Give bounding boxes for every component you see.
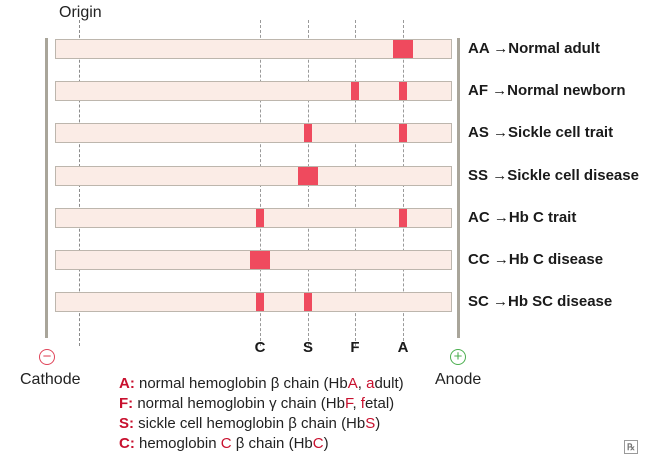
legend-row: C: hemoglobin C β chain (HbC) bbox=[119, 434, 404, 454]
legend-text: a bbox=[366, 375, 375, 392]
legend-text: F bbox=[344, 395, 353, 412]
lane-label-ss: SS →Sickle cell disease bbox=[468, 167, 639, 184]
lane-label-as: AS →Sickle cell trait bbox=[468, 124, 613, 141]
band-aa-a bbox=[393, 40, 413, 58]
band-af-a bbox=[399, 82, 407, 100]
band-cc-c bbox=[250, 251, 270, 269]
anode-rail bbox=[457, 38, 460, 338]
legend-text: normal hemoglobin β chain (Hb bbox=[134, 375, 348, 392]
band-ac-c bbox=[256, 209, 264, 227]
cathode-label: Cathode bbox=[20, 371, 81, 388]
phenotype-label: Hb C trait bbox=[508, 209, 577, 226]
band-sc-c bbox=[256, 293, 264, 311]
phenotype-label: Normal adult bbox=[508, 40, 600, 57]
genotype-code: AS bbox=[468, 124, 494, 141]
anode-label: Anode bbox=[435, 371, 482, 388]
rx-icon: ℞ bbox=[624, 440, 638, 454]
legend-text: dult) bbox=[374, 375, 404, 392]
legend-key: F: bbox=[119, 395, 134, 412]
arrow-icon: → bbox=[493, 209, 509, 226]
lane-label-cc: CC →Hb C disease bbox=[468, 251, 603, 268]
legend-text: etal) bbox=[364, 395, 395, 412]
lane-sc bbox=[55, 292, 452, 312]
band-sc-s bbox=[304, 293, 312, 311]
arrow-icon: → bbox=[492, 82, 508, 99]
phenotype-label: Sickle cell disease bbox=[507, 167, 639, 184]
arrow-icon: → bbox=[493, 124, 509, 141]
lane-ss bbox=[55, 166, 452, 186]
legend-text: hemoglobin bbox=[134, 435, 221, 452]
legend-text: f bbox=[360, 395, 365, 412]
plus-icon: + bbox=[450, 349, 466, 365]
legend-key: A: bbox=[119, 375, 135, 392]
genotype-code: AA bbox=[468, 40, 494, 57]
lane-aa bbox=[55, 39, 452, 59]
legend-key: S: bbox=[119, 415, 134, 432]
band-as-a bbox=[399, 124, 407, 142]
minus-icon: − bbox=[39, 349, 55, 365]
lane-ac bbox=[55, 208, 452, 228]
lane-label-af: AF →Normal newborn bbox=[468, 82, 626, 99]
legend-text: C bbox=[220, 435, 232, 452]
legend-row: S: sickle cell hemoglobin β chain (HbS) bbox=[119, 414, 404, 434]
legend-text: normal hemoglobin γ chain (Hb bbox=[133, 395, 345, 412]
column-label-s: S bbox=[302, 339, 313, 356]
band-ss-s bbox=[298, 167, 318, 185]
band-af-f bbox=[351, 82, 359, 100]
phenotype-label: Hb C disease bbox=[508, 251, 604, 268]
band-as-s bbox=[304, 124, 312, 142]
genotype-code: SS bbox=[468, 167, 493, 184]
band-ac-a bbox=[399, 209, 407, 227]
genotype-code: SC bbox=[468, 293, 494, 310]
lane-label-ac: AC →Hb C trait bbox=[468, 209, 576, 226]
legend-text: ) bbox=[375, 415, 381, 432]
legend-text: A bbox=[347, 375, 358, 392]
legend-row: A: normal hemoglobin β chain (HbA, adult… bbox=[119, 374, 404, 394]
legend: A: normal hemoglobin β chain (HbA, adult… bbox=[119, 374, 404, 454]
arrow-icon: → bbox=[493, 293, 509, 310]
legend-text: β chain (Hb bbox=[231, 435, 313, 452]
phenotype-label: Hb SC disease bbox=[508, 293, 613, 310]
origin-label: Origin bbox=[59, 4, 102, 21]
lane-label-sc: SC →Hb SC disease bbox=[468, 293, 612, 310]
arrow-icon: → bbox=[492, 167, 508, 184]
legend-row: F: normal hemoglobin γ chain (HbF, fetal… bbox=[119, 394, 404, 414]
lane-label-aa: AA →Normal adult bbox=[468, 40, 600, 57]
legend-key: C: bbox=[119, 435, 135, 452]
arrow-icon: → bbox=[493, 251, 509, 268]
column-label-f: F bbox=[350, 339, 360, 356]
genotype-code: AC bbox=[468, 209, 494, 226]
genotype-code: AF bbox=[468, 82, 493, 99]
legend-text: , bbox=[352, 395, 361, 412]
legend-text: , bbox=[357, 375, 367, 392]
genotype-code: CC bbox=[468, 251, 494, 268]
legend-text: C bbox=[312, 435, 324, 452]
lane-af bbox=[55, 81, 452, 101]
legend-text: ) bbox=[323, 435, 329, 452]
phenotype-label: Normal newborn bbox=[507, 82, 626, 99]
phenotype-label: Sickle cell trait bbox=[508, 124, 614, 141]
column-label-c: C bbox=[254, 339, 266, 356]
cathode-rail bbox=[45, 38, 48, 338]
lane-as bbox=[55, 123, 452, 143]
arrow-icon: → bbox=[493, 40, 509, 57]
column-label-a: A bbox=[397, 339, 409, 356]
legend-text: S bbox=[365, 415, 376, 432]
legend-text: sickle cell hemoglobin β chain (Hb bbox=[134, 415, 366, 432]
